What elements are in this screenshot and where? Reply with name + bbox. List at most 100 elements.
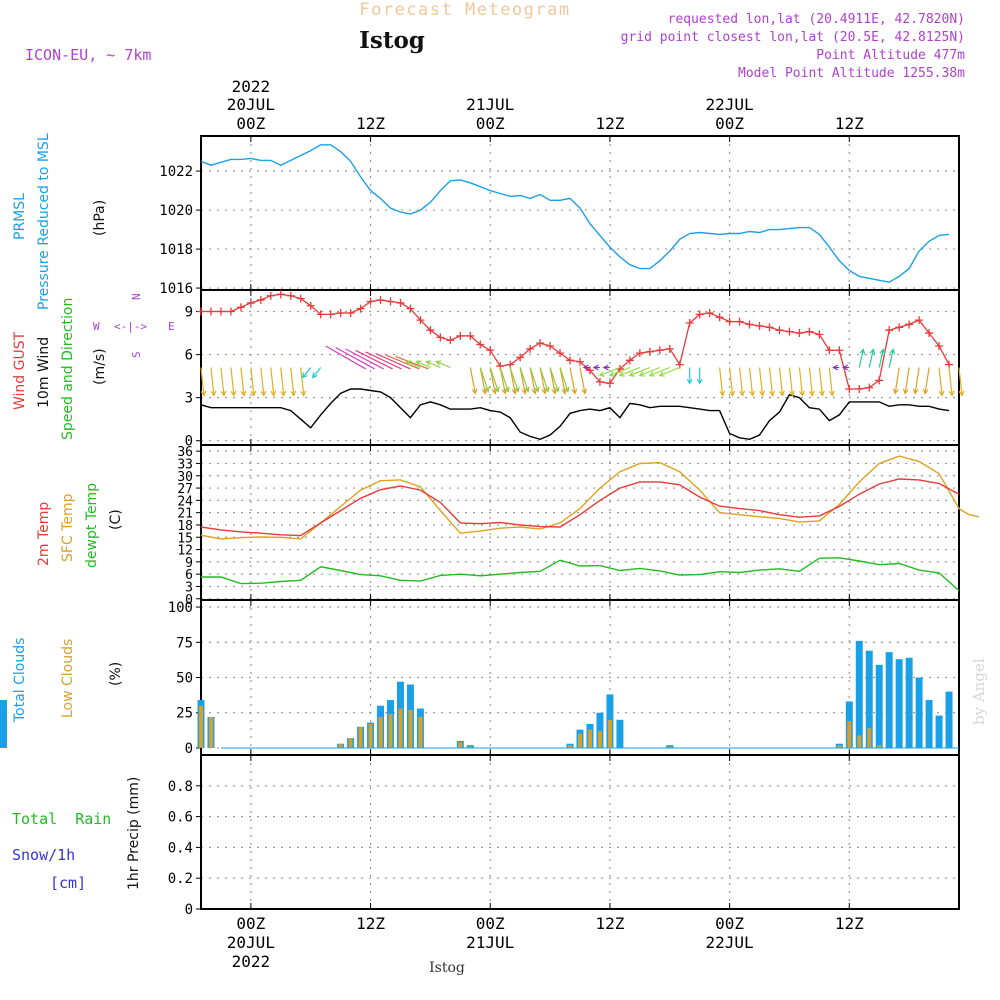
header-model-alt: Model Point Altitude 1255.38m xyxy=(738,66,965,81)
gust-marker xyxy=(206,307,215,316)
wind-arrow xyxy=(335,346,375,370)
clouds-total-label: Total Clouds xyxy=(12,638,28,723)
ytick-label-pressure-3: 1022 xyxy=(159,164,193,180)
wind-unit: (m/s) xyxy=(92,348,108,385)
compass-e: E xyxy=(168,320,175,333)
wind-arrow xyxy=(489,367,499,392)
bottom-tick-label: 00Z xyxy=(236,914,265,933)
gust-marker xyxy=(316,310,325,319)
top-year-label: 2022 xyxy=(232,77,271,96)
low-cloud-bar xyxy=(468,746,473,748)
low-cloud-bar xyxy=(458,742,463,748)
wind-gust-label: Wind GUST xyxy=(12,331,28,410)
top-tick-label: 00Z xyxy=(476,114,505,133)
gust-marker xyxy=(695,310,704,319)
gust-marker xyxy=(605,379,614,388)
wind-arrow-head xyxy=(494,386,500,393)
wind-arrow xyxy=(958,367,963,396)
header-requested: requested lon,lat (20.4911E, 42.7820N) xyxy=(668,12,965,27)
wind-arrow-head xyxy=(879,348,886,355)
ytick-label-temp-0: 0 xyxy=(185,593,193,608)
wind-arrow-head xyxy=(719,390,726,397)
low-cloud-bar xyxy=(578,733,582,748)
gust-marker xyxy=(296,294,305,303)
wind-arrow xyxy=(878,349,884,368)
wind-arrow-head xyxy=(582,364,589,371)
wind-arrow-head xyxy=(471,388,478,395)
wind-arrow-head xyxy=(648,371,655,377)
pressure-label-prmsl: PRMSL xyxy=(12,193,28,240)
ytick-label-wind-0: 0 xyxy=(185,434,193,450)
wind-arrow-head xyxy=(581,388,588,395)
wind-arrow xyxy=(619,366,641,377)
gust-marker xyxy=(805,327,814,336)
temp-sfc-label: SFC Temp xyxy=(60,493,76,562)
precip-cm-label: [cm] xyxy=(50,874,86,892)
gust-marker xyxy=(366,297,375,306)
total-cloud-bar xyxy=(666,745,674,748)
low-cloud-bar xyxy=(358,726,363,748)
gust-marker xyxy=(875,376,884,385)
wind-arrow xyxy=(509,367,519,392)
wind-arrow xyxy=(924,367,930,394)
ytick-label-temp-1: 3 xyxy=(185,580,193,595)
ytick-label-clouds-2: 50 xyxy=(176,671,193,687)
wind-arrow xyxy=(395,355,429,370)
gust-marker xyxy=(785,327,794,336)
gust-marker xyxy=(665,344,674,353)
wind-arrow-head xyxy=(658,371,665,377)
temp-2m-label: 2m Temp xyxy=(36,502,52,566)
bottom-time-axis: 00Z 12Z 00Z 12Z 00Z 12Z 20JUL 21JUL 22JUL 2022 xyxy=(227,914,864,971)
frame-temp xyxy=(200,444,960,601)
gust-marker xyxy=(915,316,924,325)
wind-arrow-head xyxy=(948,390,955,397)
wind-arrow-head xyxy=(270,390,277,397)
bottom-day-label: 21JUL xyxy=(466,933,514,952)
wind-arrow xyxy=(858,349,864,368)
compass-arrow: <-|-> xyxy=(114,320,147,333)
wind-arrow-head xyxy=(809,390,815,397)
low-cloud-bar xyxy=(338,743,343,748)
wind-arrow xyxy=(300,367,305,396)
wind-arrow xyxy=(416,360,431,369)
wind-arrow-head xyxy=(608,371,615,377)
wind-arrow xyxy=(788,367,794,396)
temp-unit: (C) xyxy=(108,509,124,530)
low-cloud-bar xyxy=(867,728,872,748)
gust-marker xyxy=(625,356,634,365)
header-title: Forecast Meteogram xyxy=(359,0,570,20)
wind-arrow-head xyxy=(220,390,227,397)
ytick-label-temp-11: 33 xyxy=(177,457,193,472)
wind-arrow xyxy=(539,367,549,392)
wind-arrow xyxy=(768,367,774,396)
top-day-label: 22JUL xyxy=(706,95,754,114)
gust-marker xyxy=(835,346,844,355)
bottom-tick-label: 00Z xyxy=(715,914,744,933)
gust-marker xyxy=(645,347,654,356)
wind-arrow-head xyxy=(869,348,876,355)
wind-arrow-head xyxy=(504,386,510,393)
wind-direction-label: Speed and Direction xyxy=(60,298,76,440)
wind-arrow xyxy=(325,345,366,370)
temp-2m-line xyxy=(200,478,960,537)
ytick-label-temp-4: 12 xyxy=(177,544,193,559)
clouds-panel: 0 25 50 75 100 xyxy=(0,599,960,757)
total-cloud-bar xyxy=(935,715,943,748)
gust-line xyxy=(201,293,950,390)
wind-arrow-head xyxy=(415,360,422,366)
ytick-label-temp-2: 6 xyxy=(185,568,193,583)
wind-arrow-head xyxy=(260,390,267,397)
wind-arrow xyxy=(355,349,393,370)
ytick-label-wind-1: 3 xyxy=(185,391,193,407)
wind-arrow xyxy=(436,360,451,369)
gust-marker xyxy=(685,319,694,328)
wind-arrow xyxy=(270,367,275,396)
ytick-label-temp-8: 24 xyxy=(177,494,193,509)
ytick-label-precip-3: 0.6 xyxy=(168,810,193,826)
gust-marker xyxy=(715,313,724,322)
total-cloud-bar xyxy=(915,677,923,748)
wind-arrow-head xyxy=(912,388,919,395)
low-cloud-bar xyxy=(587,729,592,748)
bottom-day-label: 20JUL xyxy=(227,933,275,952)
